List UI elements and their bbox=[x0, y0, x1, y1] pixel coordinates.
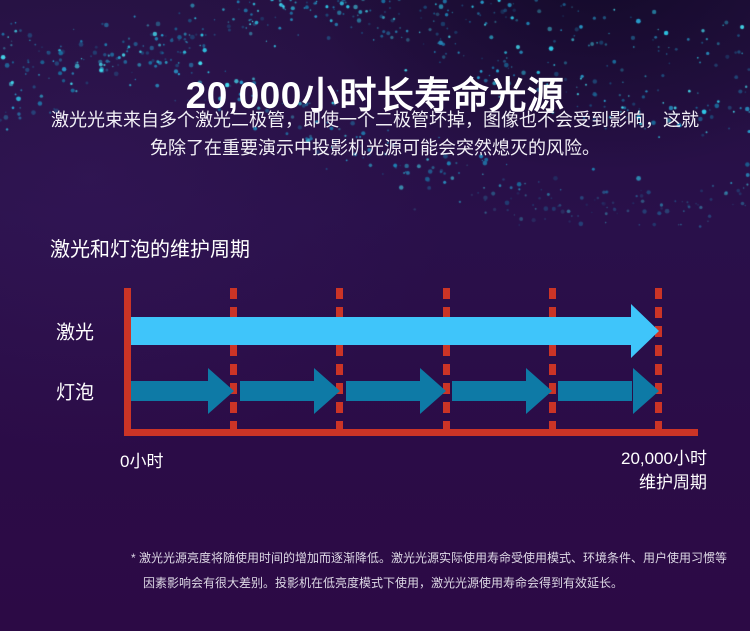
series-1-arrowhead-2 bbox=[313, 368, 340, 414]
x-axis-start-label: 0小时 bbox=[120, 452, 164, 471]
series-1-arrow-3 bbox=[345, 381, 421, 401]
series-1-arrowhead-5 bbox=[632, 368, 659, 414]
disclaimer-line-1: * 激光光源亮度将随使用时间的增加而逐渐降低。激光光源实际使用寿命受使用模式、环… bbox=[131, 551, 728, 565]
gridline-4 bbox=[548, 288, 556, 429]
intro-line-2: 免除了在重要演示中投影机光源可能会突然熄灭的风险。 bbox=[150, 138, 600, 158]
x-axis-end-label-hours: 20,000小时 bbox=[621, 449, 707, 468]
chart-y-axis bbox=[124, 288, 131, 436]
particle-wave-background bbox=[0, 0, 750, 280]
chart-title: 激光和灯泡的维护周期 bbox=[50, 239, 250, 261]
gridline-5 bbox=[655, 288, 662, 429]
intro-line-1: 激光光束来自多个激光二极管，即使一个二极管坏掉，图像也不会受到影响，这就 bbox=[51, 110, 699, 130]
series-label-0: 激光 bbox=[55, 322, 94, 344]
gridline-2 bbox=[336, 288, 344, 429]
series-1-arrow-4 bbox=[452, 381, 527, 401]
disclaimer-line-2: 因素影响会有很大差别。投影机在低亮度模式下使用，激光光源使用寿命会得到有效延长。 bbox=[143, 576, 624, 590]
series-1-arrowhead-1 bbox=[207, 368, 234, 414]
series-1-arrow-1 bbox=[131, 381, 208, 401]
series-1-arrowhead-3 bbox=[420, 368, 447, 414]
series-1-arrow-5 bbox=[558, 381, 633, 401]
series-1-arrow-2 bbox=[239, 381, 314, 401]
x-axis-end-label: 20,000小时维护周期 bbox=[621, 447, 707, 495]
gridline-1 bbox=[230, 288, 238, 429]
intro-text: 激光光束来自多个激光二极管，即使一个二极管坏掉，图像也不会受到影响，这就 免除了在… bbox=[0, 106, 750, 162]
disclaimer-text: * 激光光源亮度将随使用时间的增加而逐渐降低。激光光源实际使用寿命受使用模式、环… bbox=[131, 546, 741, 596]
x-axis-end-label-cycle: 维护周期 bbox=[639, 473, 707, 492]
series-1-arrowhead-4 bbox=[526, 368, 553, 414]
gridline-3 bbox=[442, 288, 450, 429]
series-0-arrowhead-1 bbox=[630, 304, 659, 358]
series-label-1: 灯泡 bbox=[55, 382, 94, 404]
series-0-arrow-1 bbox=[131, 317, 631, 345]
page-title: 20,000小时长寿命光源 bbox=[185, 74, 565, 116]
chart-x-axis bbox=[124, 429, 698, 436]
